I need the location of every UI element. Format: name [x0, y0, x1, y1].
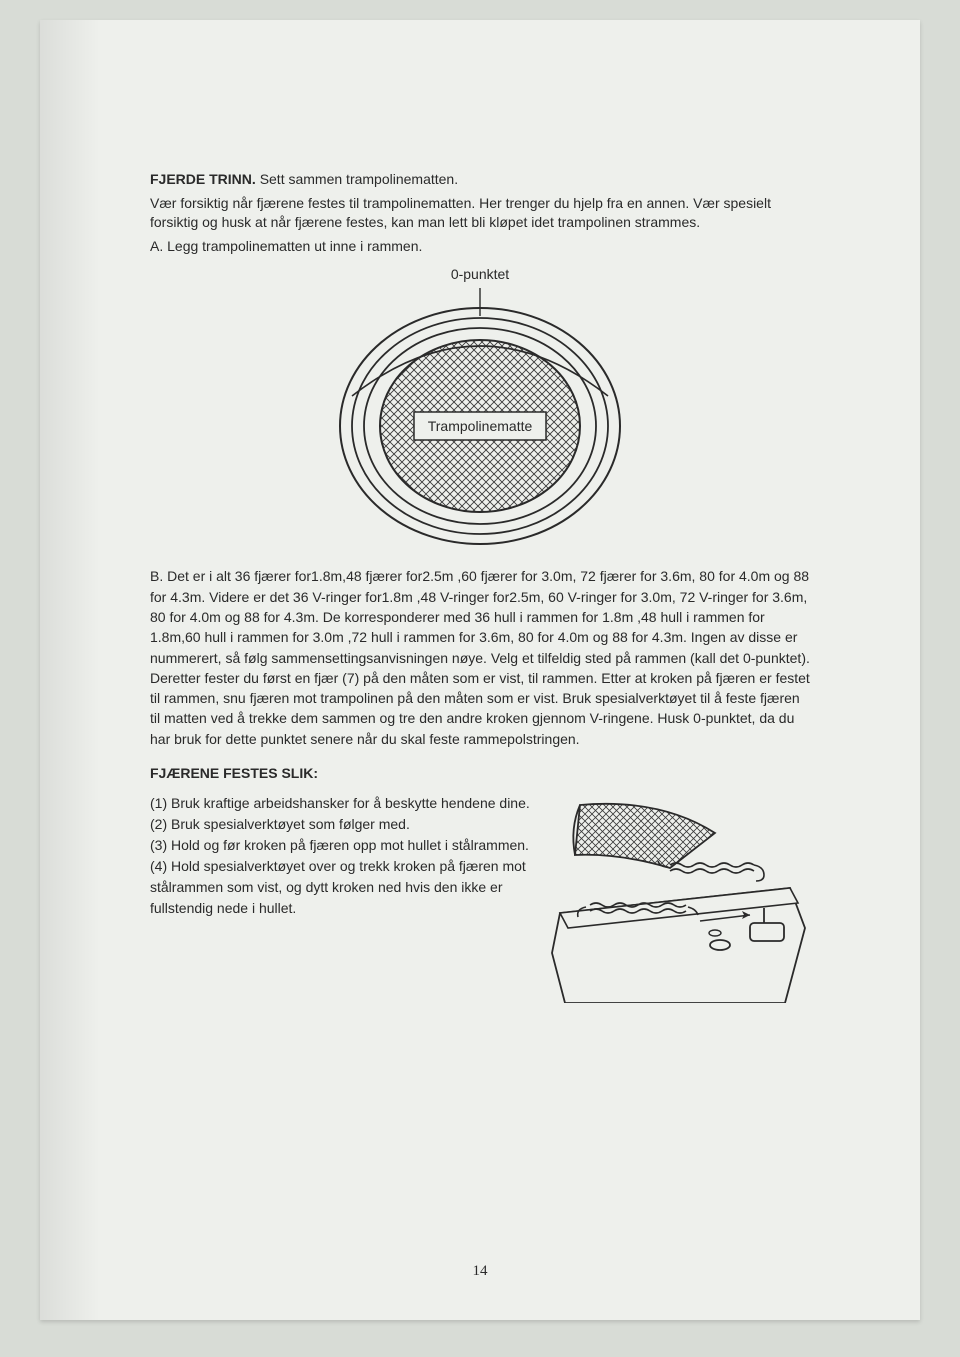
intro-paragraph: Vær forsiktig når fjærene festes til tra…: [150, 194, 810, 233]
heading-bold: FJERDE TRINN.: [150, 171, 256, 187]
step-2: (2) Bruk spesialverktøyet som følger med…: [150, 814, 534, 835]
step-1: (1) Bruk kraftige arbeidshansker for å b…: [150, 793, 534, 814]
heading-rest: Sett sammen trampolinematten.: [260, 171, 458, 187]
steps-list: (1) Bruk kraftige arbeidshansker for å b…: [150, 793, 534, 919]
step-4: (4) Hold spesialverktøyet over og trekk …: [150, 856, 534, 919]
spring-tool-figure: [550, 793, 810, 1003]
trampoline-mat-figure: 0-punktet Trampolinematte: [150, 266, 810, 546]
point-b: B. Det er i alt 36 fjærer for1.8m,48 fjæ…: [150, 566, 810, 749]
document-page: FJERDE TRINN. Sett sammen trampolinematt…: [40, 20, 920, 1320]
trampoline-mat-svg: Trampolinematte: [330, 286, 630, 546]
step-heading: FJERDE TRINN. Sett sammen trampolinematt…: [150, 170, 810, 190]
spring-tool-svg: [550, 793, 810, 1003]
springs-heading: FJÆRENE FESTES SLIK:: [150, 765, 810, 781]
springs-columns: (1) Bruk kraftige arbeidshansker for å b…: [150, 793, 810, 1003]
zero-point-label: 0-punktet: [150, 266, 810, 282]
mat-label-text: Trampolinematte: [428, 418, 533, 434]
step-3: (3) Hold og før kroken på fjæren opp mot…: [150, 835, 534, 856]
page-number: 14: [40, 1263, 920, 1280]
point-a: A. Legg trampolinematten ut inne i ramme…: [150, 237, 810, 257]
